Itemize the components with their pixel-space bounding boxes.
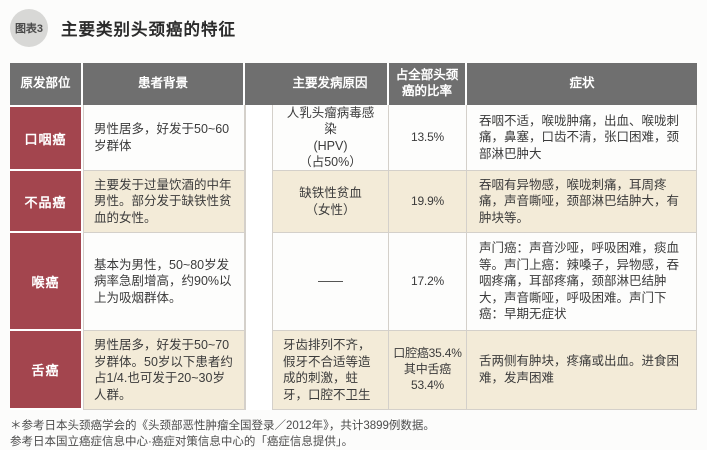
row2-cause-cell: 缺铁性贫血 （女性）: [273, 171, 389, 233]
row4-spacer-cell: [245, 331, 273, 410]
row1-spacer-cell: [245, 105, 273, 171]
row1-site-cell: 口咽癌: [10, 105, 83, 171]
footnote-source-center: 参考日本国立癌症信息中心·癌症对策信息中心的「癌症信息提供」。: [10, 435, 354, 448]
row4-ratio-cell: 口腔癌35.4% 其中舌癌53.4%: [389, 331, 467, 410]
page-title: 主要类别头颈癌的特征: [61, 21, 236, 39]
row3-cause-cell: ——: [273, 233, 389, 331]
figure-title-row: 图表3 主要类别头颈癌的特征: [10, 9, 697, 47]
head-neck-cancer-table: 原发部位 患者背景 主要发病原因 占全部头颈癌的比率 症状 口咽癌 男性居多，好…: [10, 63, 697, 410]
row4-background-cell: 男性居多，好发于50~70岁群体。50岁以下患者约占1/4.也可发于20~30岁…: [83, 331, 245, 410]
row2-symptoms-cell: 吞咽有异物感，喉咙刺痛，耳周疼痛，声音嘶哑，颈部淋巴结肿大，有肿块等。: [467, 171, 697, 233]
row4-symptoms-cell: 舌两侧有肿块，疼痛或出血。进食困难，发声困难: [467, 331, 697, 410]
row1-symptoms-cell: 吞咽不适，喉咙肿痛，出血、喉咙刺痛，鼻塞，口齿不清，张口困难，颈部淋巴肿大: [467, 105, 697, 171]
row1-ratio-cell: 13.5%: [389, 105, 467, 171]
row3-symptoms-cell: 声门癌：声音沙哑，呼吸困难，痰血等。声门上癌：辣嗓子，异物感，吞咽疼痛，耳部疼痛…: [467, 233, 697, 331]
col-header-background: 患者背景: [83, 63, 245, 105]
row4-cause-cell: 牙齿排列不齐，假牙不合适等造成的刺激，蛀牙，口腔不卫生: [273, 331, 389, 410]
row1-cause-cell: 人乳头瘤病毒感染 (HPV) （占50%）: [273, 105, 389, 171]
col-header-symptoms: 症状: [467, 63, 697, 105]
row2-spacer-cell: [245, 171, 273, 233]
row3-spacer-cell: [245, 233, 273, 331]
col-header-site: 原发部位: [10, 63, 83, 105]
figure-number-badge: 图表3: [10, 9, 48, 47]
col-header-spacer: [245, 63, 273, 105]
footnote-source-registry: ＊参考日本头颈癌学会的《头颈部恶性肿瘤全国登录／2012年》，共计3899例数据…: [10, 420, 435, 432]
row3-ratio-cell: 17.2%: [389, 233, 467, 331]
row4-site-cell: 舌癌: [10, 331, 83, 410]
row3-background-cell: 基本为男性，50~80岁发病率急剧增高，约90%以上为吸烟群体。: [83, 233, 245, 331]
row3-site-cell: 喉癌: [10, 233, 83, 331]
col-header-cause: 主要发病原因: [273, 63, 389, 105]
row2-background-cell: 主要发于过量饮酒的中年男性。部分发于缺铁性贫血的女性。: [83, 171, 245, 233]
row1-background-cell: 男性居多，好发于50~60岁群体: [83, 105, 245, 171]
footnotes: ＊参考日本头颈癌学会的《头颈部恶性肿瘤全国登录／2012年》，共计3899例数据…: [10, 419, 697, 450]
row2-site-cell: 不品癌: [10, 171, 83, 233]
row2-ratio-cell: 19.9%: [389, 171, 467, 233]
col-header-ratio: 占全部头颈癌的比率: [389, 63, 467, 105]
